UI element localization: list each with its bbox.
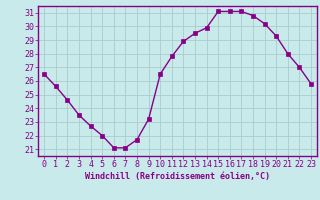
X-axis label: Windchill (Refroidissement éolien,°C): Windchill (Refroidissement éolien,°C) [85, 172, 270, 181]
